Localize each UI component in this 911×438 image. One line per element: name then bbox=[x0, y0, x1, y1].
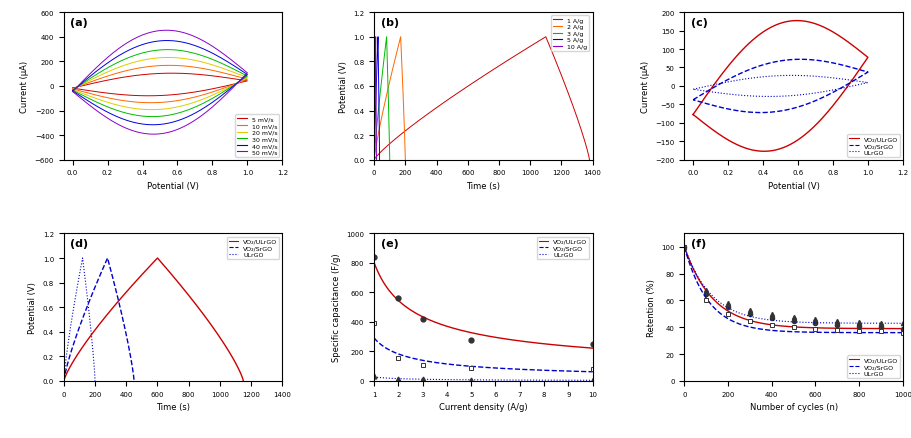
Text: (a): (a) bbox=[70, 18, 88, 28]
Text: (b): (b) bbox=[380, 18, 398, 28]
Y-axis label: Current (μA): Current (μA) bbox=[20, 61, 29, 113]
Legend: VO₂/ULrGO, VO₂/SrGO, ULrGO: VO₂/ULrGO, VO₂/SrGO, ULrGO bbox=[537, 237, 589, 259]
Text: (d): (d) bbox=[70, 238, 88, 248]
X-axis label: Time (s): Time (s) bbox=[466, 181, 500, 191]
X-axis label: Current density (A/g): Current density (A/g) bbox=[438, 402, 527, 411]
X-axis label: Potential (V): Potential (V) bbox=[147, 181, 199, 191]
Y-axis label: Retention (%): Retention (%) bbox=[646, 279, 655, 336]
Legend: VO₂/ULrGO, VO₂/SrGO, ULrGO: VO₂/ULrGO, VO₂/SrGO, ULrGO bbox=[846, 135, 899, 157]
Text: (c): (c) bbox=[691, 18, 707, 28]
Text: (e): (e) bbox=[380, 238, 398, 248]
X-axis label: Potential (V): Potential (V) bbox=[767, 181, 819, 191]
Legend: VO₂/ULrGO, VO₂/SrGO, ULrGO: VO₂/ULrGO, VO₂/SrGO, ULrGO bbox=[227, 237, 279, 259]
Text: (f): (f) bbox=[691, 238, 705, 248]
Y-axis label: Potential (V): Potential (V) bbox=[338, 61, 347, 113]
Legend: 5 mV/s, 10 mV/s, 20 mV/s, 30 mV/s, 40 mV/s, 50 mV/s: 5 mV/s, 10 mV/s, 20 mV/s, 30 mV/s, 40 mV… bbox=[235, 115, 279, 157]
Y-axis label: Current (μA): Current (μA) bbox=[640, 61, 649, 113]
Y-axis label: Specific capacitance (F/g): Specific capacitance (F/g) bbox=[332, 253, 341, 362]
Y-axis label: Potential (V): Potential (V) bbox=[28, 282, 37, 333]
Legend: VO₂/ULrGO, VO₂/SrGO, ULrGO: VO₂/ULrGO, VO₂/SrGO, ULrGO bbox=[846, 356, 899, 378]
X-axis label: Number of cycles (n): Number of cycles (n) bbox=[749, 402, 837, 411]
Legend: 1 A/g, 2 A/g, 3 A/g, 5 A/g, 10 A/g: 1 A/g, 2 A/g, 3 A/g, 5 A/g, 10 A/g bbox=[550, 16, 589, 52]
X-axis label: Time (s): Time (s) bbox=[156, 402, 189, 411]
